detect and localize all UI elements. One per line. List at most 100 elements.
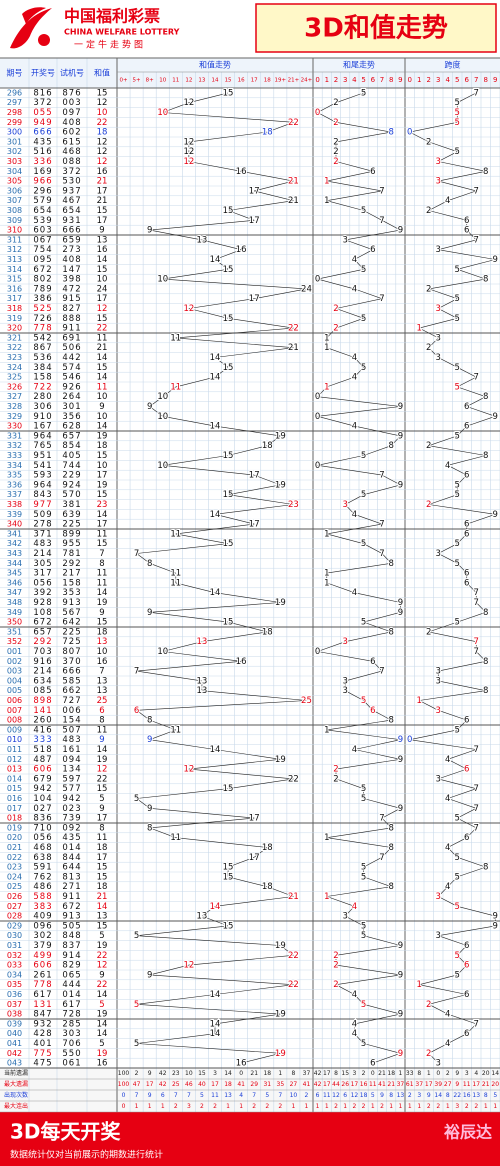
trend-line bbox=[438, 151, 458, 162]
issue: 334 bbox=[7, 461, 22, 470]
issue: 041 bbox=[7, 1039, 22, 1048]
issue: 320 bbox=[7, 324, 22, 333]
sum-value: 15 bbox=[97, 921, 108, 931]
draw-number: 104 bbox=[33, 794, 52, 804]
stats-value: 8 bbox=[484, 1092, 488, 1099]
draw-number: 056 bbox=[33, 833, 52, 843]
trend-line bbox=[227, 621, 268, 633]
trend-point: 21 bbox=[288, 343, 299, 353]
trend-line bbox=[326, 837, 392, 848]
issue: 313 bbox=[7, 255, 22, 264]
sum-value: 8 bbox=[99, 716, 104, 726]
trend-line bbox=[457, 866, 486, 878]
issue: 023 bbox=[7, 863, 22, 872]
trend-line bbox=[345, 494, 364, 505]
trend-line bbox=[345, 229, 401, 241]
test-number: 639 bbox=[62, 510, 81, 520]
trend-point: 8 bbox=[388, 627, 393, 637]
issue: 032 bbox=[7, 951, 22, 960]
stats-value: 2 bbox=[436, 1103, 440, 1110]
draw-number: 435 bbox=[33, 137, 52, 147]
trend-point: 5 bbox=[361, 88, 366, 98]
trend-line bbox=[317, 465, 383, 476]
trend-point: 7 bbox=[379, 814, 384, 824]
draw-number: 261 bbox=[33, 970, 52, 980]
sum-value: 24 bbox=[97, 284, 108, 294]
sum-value: 14 bbox=[97, 902, 108, 912]
draw-number: 898 bbox=[33, 696, 52, 706]
stats-value: 1 bbox=[135, 1103, 139, 1110]
trend-line bbox=[363, 543, 383, 554]
draw-number: 085 bbox=[33, 686, 52, 696]
trend-line bbox=[317, 386, 328, 397]
issue: 335 bbox=[7, 471, 22, 480]
sum-value: 11 bbox=[97, 333, 108, 343]
trend-point: 6 bbox=[464, 520, 469, 530]
draw-number: 333 bbox=[33, 735, 52, 745]
trend-point: 6 bbox=[464, 422, 469, 432]
trend-line bbox=[354, 739, 401, 750]
draw-number: 942 bbox=[33, 784, 52, 794]
trend-point: 5 bbox=[361, 1039, 366, 1049]
trend-line bbox=[326, 180, 383, 192]
trend-line bbox=[438, 710, 467, 721]
trend-point: 4 bbox=[445, 1010, 450, 1020]
trend-line bbox=[354, 259, 364, 270]
test-number: 844 bbox=[62, 853, 81, 863]
trend-line bbox=[354, 357, 364, 368]
trend-line bbox=[354, 994, 364, 1005]
trend-point: 7 bbox=[474, 823, 479, 833]
stats-value: 2 bbox=[200, 1103, 204, 1110]
issue: 003 bbox=[7, 667, 22, 676]
trend-line bbox=[201, 239, 242, 250]
test-number: 158 bbox=[62, 578, 81, 588]
trend-line bbox=[136, 1004, 281, 1015]
trend-line bbox=[136, 925, 229, 936]
sum-value: 14 bbox=[97, 422, 108, 432]
sum-column-label: 24+ bbox=[301, 78, 313, 84]
stats-value: 14 bbox=[491, 1070, 499, 1077]
trend-line bbox=[428, 347, 439, 358]
span-column-label: 9 bbox=[493, 76, 497, 84]
sum-value: 17 bbox=[97, 216, 108, 226]
trend-point: 5 bbox=[455, 853, 460, 863]
sum-value: 14 bbox=[97, 510, 108, 520]
sum-value: 9 bbox=[99, 735, 104, 745]
test-number: 147 bbox=[62, 265, 81, 275]
issue: 304 bbox=[7, 167, 22, 176]
test-number: 642 bbox=[62, 618, 81, 628]
draw-number: 932 bbox=[33, 1019, 52, 1029]
test-number: 659 bbox=[62, 235, 81, 245]
draw-number: 778 bbox=[33, 980, 52, 990]
issue: 348 bbox=[7, 598, 22, 607]
sum-value: 18 bbox=[97, 843, 108, 853]
trend-line bbox=[136, 798, 150, 809]
issue: 037 bbox=[7, 1000, 22, 1009]
draw-number: 638 bbox=[33, 853, 52, 863]
trend-point: 1 bbox=[417, 324, 422, 334]
issue: 028 bbox=[7, 912, 22, 921]
stats-value: 1 bbox=[417, 1103, 421, 1110]
draw-number: 317 bbox=[33, 569, 52, 579]
trend-point: 1 bbox=[324, 569, 329, 579]
stats-value: 17 bbox=[425, 1081, 433, 1088]
trend-line bbox=[390, 435, 401, 446]
test-number: 161 bbox=[62, 745, 81, 755]
trend-line bbox=[136, 700, 307, 711]
trend-point: 2 bbox=[333, 98, 338, 108]
stats-value: 3 bbox=[465, 1070, 469, 1077]
stats-value: 7 bbox=[187, 1092, 191, 1099]
trend-point: 10 bbox=[157, 461, 168, 471]
trend-point: 6 bbox=[464, 1029, 469, 1039]
sum-value: 11 bbox=[97, 569, 108, 579]
sum-value: 22 bbox=[97, 118, 108, 128]
trend-line bbox=[162, 641, 203, 652]
trend-line bbox=[354, 749, 401, 760]
trend-point: 21 bbox=[288, 196, 299, 206]
issue: 337 bbox=[7, 490, 22, 499]
trend-line bbox=[149, 719, 176, 731]
issue: 321 bbox=[7, 333, 22, 342]
draw-number: 666 bbox=[33, 128, 52, 138]
trend-point: 9 bbox=[147, 970, 152, 980]
trend-point: 12 bbox=[183, 304, 194, 314]
